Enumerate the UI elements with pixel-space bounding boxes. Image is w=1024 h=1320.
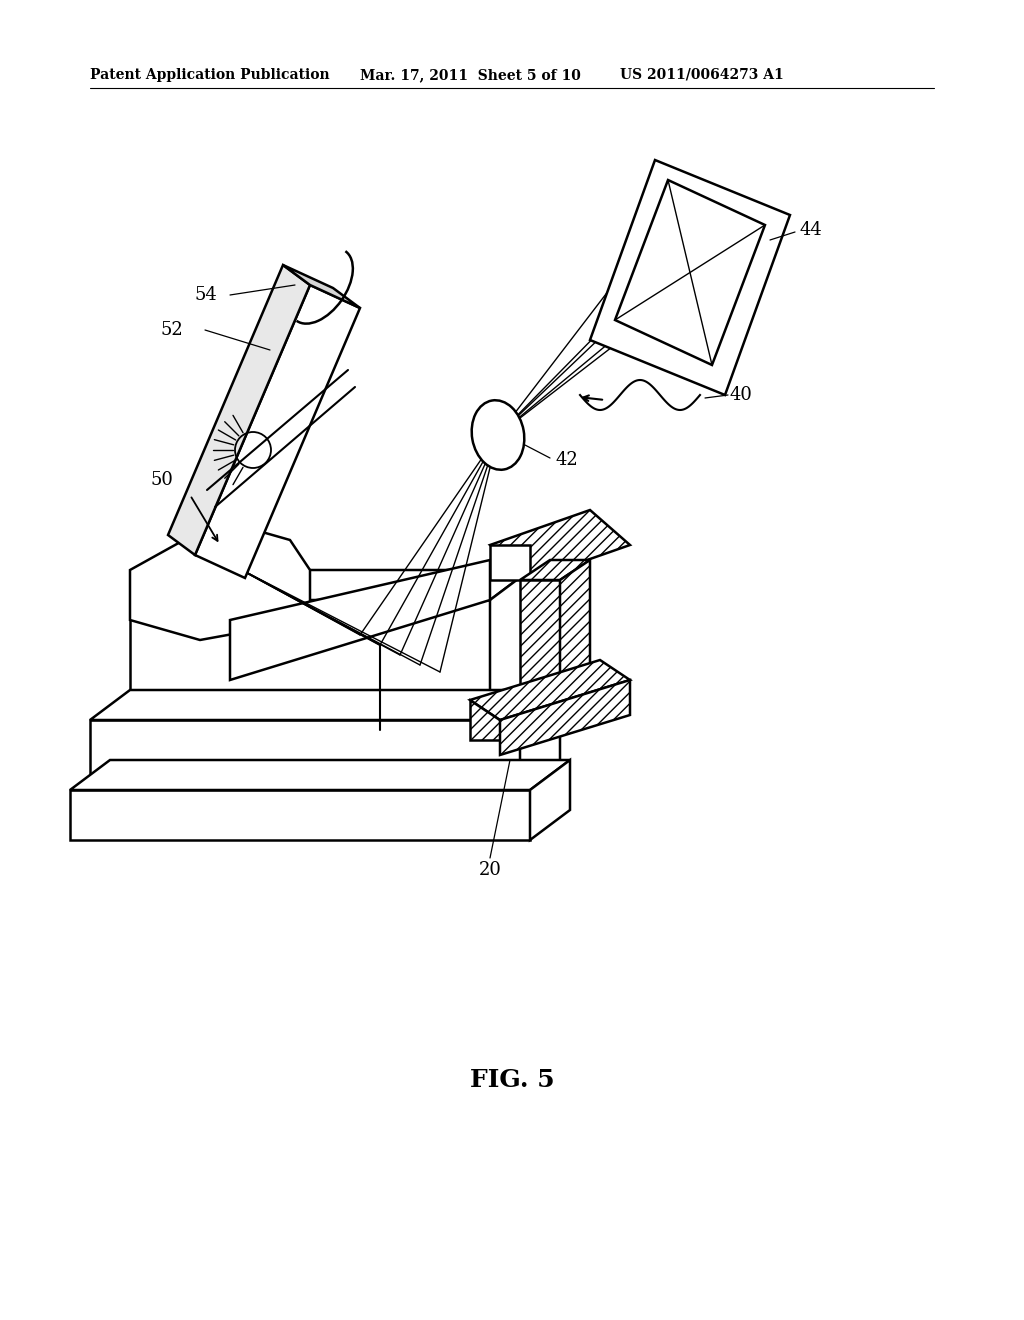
Text: 52: 52 <box>160 321 182 339</box>
Polygon shape <box>130 601 490 719</box>
Text: Mar. 17, 2011  Sheet 5 of 10: Mar. 17, 2011 Sheet 5 of 10 <box>360 69 581 82</box>
Text: Patent Application Publication: Patent Application Publication <box>90 69 330 82</box>
Polygon shape <box>283 265 360 308</box>
Text: 20: 20 <box>478 861 502 879</box>
Polygon shape <box>130 520 310 640</box>
Polygon shape <box>90 719 520 789</box>
Polygon shape <box>168 265 310 554</box>
Polygon shape <box>520 560 590 579</box>
Polygon shape <box>520 690 560 789</box>
Polygon shape <box>590 160 790 395</box>
Text: 50: 50 <box>150 471 173 488</box>
Polygon shape <box>490 510 630 579</box>
Polygon shape <box>470 700 500 741</box>
Polygon shape <box>490 570 530 719</box>
Text: 40: 40 <box>730 385 753 404</box>
Text: FIG. 5: FIG. 5 <box>470 1068 554 1092</box>
Text: 44: 44 <box>800 220 822 239</box>
Polygon shape <box>520 579 560 700</box>
Polygon shape <box>490 545 530 579</box>
Polygon shape <box>90 690 560 719</box>
Polygon shape <box>530 760 570 840</box>
Text: 54: 54 <box>195 286 218 304</box>
Polygon shape <box>470 660 630 719</box>
Polygon shape <box>615 180 765 366</box>
Polygon shape <box>195 285 360 578</box>
Ellipse shape <box>472 400 524 470</box>
Text: US 2011/0064273 A1: US 2011/0064273 A1 <box>620 69 783 82</box>
Polygon shape <box>70 789 530 840</box>
Polygon shape <box>130 570 530 601</box>
Text: 42: 42 <box>555 451 578 469</box>
Polygon shape <box>70 760 570 789</box>
Polygon shape <box>500 680 630 755</box>
Polygon shape <box>560 560 590 700</box>
Polygon shape <box>230 560 490 680</box>
